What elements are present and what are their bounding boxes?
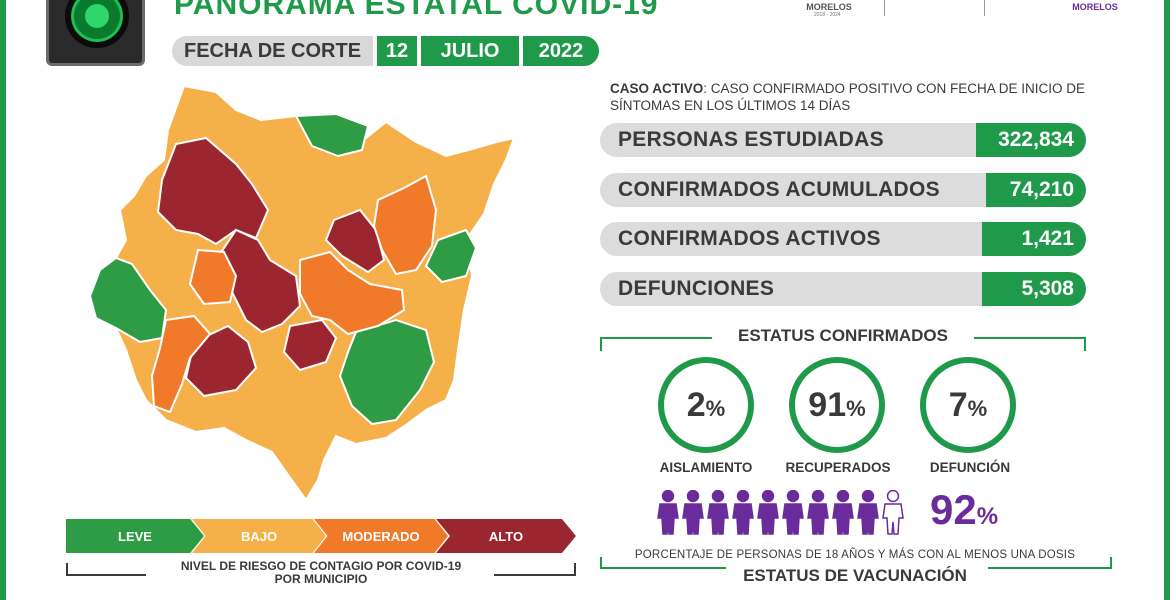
header-logos: MORELOS 2018 - 2024 MORELOS <box>790 0 1130 20</box>
vaccination-description: PORCENTAJE DE PERSONAS DE 18 AÑOS Y MÁS … <box>634 549 1076 561</box>
recovered-label: RECUPERADOS <box>785 460 891 475</box>
person-filled-icon <box>857 489 879 536</box>
active-case-definition: CASO ACTIVO: CASO CONFIRMADO POSITIVO CO… <box>610 81 1086 113</box>
date-year: 2022 <box>523 36 600 66</box>
date-month: JULIO <box>421 36 520 66</box>
legend-alto: ALTO <box>436 519 576 553</box>
person-filled-icon <box>657 489 679 536</box>
recovered-circle: 91% <box>789 357 885 453</box>
morelos-logo-text: MORELOS <box>806 2 852 12</box>
map-region-moderado-west <box>188 248 238 306</box>
isolation-label: AISLAMIENTO <box>659 460 753 475</box>
date-day: 12 <box>377 36 418 66</box>
person-filled-icon <box>707 489 729 536</box>
status-title: ESTATUS CONFIRMADOS <box>738 326 948 345</box>
morelos-logo-sub: 2018 - 2024 <box>814 12 841 18</box>
death-label: DEFUNCIÓN <box>929 460 1011 475</box>
vaccination-title: ESTATUS DE VACUNACIÓN <box>743 566 967 585</box>
vaccination-people-icons <box>657 489 904 536</box>
map-region-green-west <box>88 256 168 344</box>
frame-left <box>0 0 6 600</box>
stat-confirmed-active: CONFIRMADOS ACTIVOS 1,421 <box>600 222 1086 256</box>
page-title: PANORAMA ESTATAL COVID-19 <box>174 0 659 21</box>
legend-caption: NIVEL DE RIESGO DE CONTAGIO POR COVID-19… <box>180 559 462 586</box>
death-circle: 7% <box>920 357 1016 453</box>
stat-confirmed-total: CONFIRMADOS ACUMULADOS 74,210 <box>600 173 1086 207</box>
person-filled-icon <box>682 489 704 536</box>
map-region-moderado-center <box>299 250 406 336</box>
traffic-light-logo <box>46 0 145 66</box>
person-outline-icon <box>882 489 904 536</box>
map-region-green-southeast <box>338 318 436 426</box>
person-filled-icon <box>832 489 854 536</box>
person-filled-icon <box>782 489 804 536</box>
legend-moderado: MODERADO <box>314 519 448 553</box>
map-region-alto-southwest <box>184 324 258 398</box>
risk-legend: LEVE BAJO MODERADO ALTO <box>66 519 576 553</box>
person-filled-icon <box>732 489 754 536</box>
person-filled-icon <box>807 489 829 536</box>
cutoff-date: FECHA DE CORTE 12 JULIO 2022 <box>172 36 600 66</box>
morelos-municipality-map <box>88 84 516 502</box>
legend-leve: LEVE <box>66 519 204 553</box>
frame-right <box>1164 0 1170 600</box>
morelos-brand-logo: MORELOS <box>1072 2 1118 12</box>
vaccination-percentage: 92% <box>930 486 999 533</box>
map-region-moderado-northeast <box>372 174 438 276</box>
map-region-alto-south <box>282 318 338 372</box>
traffic-light-icon <box>65 0 129 48</box>
map-region-green-east <box>424 228 478 284</box>
person-filled-icon <box>757 489 779 536</box>
map-region-alto-northeast <box>324 208 386 274</box>
stat-deaths: DEFUNCIONES 5,308 <box>600 272 1086 306</box>
map-region-moderado-southwest <box>150 314 212 414</box>
isolation-circle: 2% <box>658 357 754 453</box>
legend-bajo: BAJO <box>192 519 326 553</box>
map-region-green-north <box>294 112 370 158</box>
stat-studied: PERSONAS ESTUDIADAS 322,834 <box>600 123 1086 157</box>
date-label: FECHA DE CORTE <box>172 36 374 66</box>
